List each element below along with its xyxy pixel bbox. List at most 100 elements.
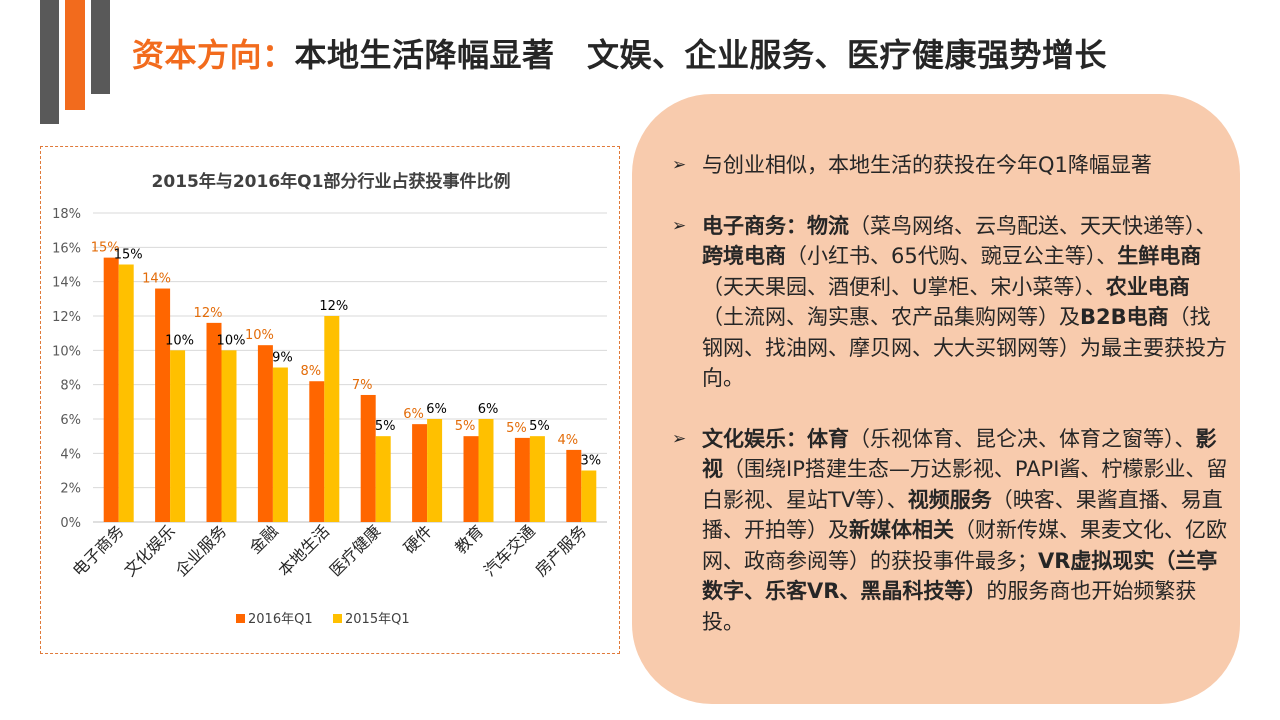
data-label: 6% bbox=[478, 402, 499, 417]
bar-2016q1 bbox=[566, 449, 582, 522]
legend-label: 2015年Q1 bbox=[345, 612, 410, 627]
y-tick-label: 4% bbox=[60, 447, 81, 462]
note-keyword: 生鲜电商 bbox=[1117, 244, 1202, 268]
bar-2016q1 bbox=[155, 288, 171, 522]
x-category-label: 文化娱乐 bbox=[120, 521, 179, 580]
note-text: （财新传媒、果麦文化、亿欧网、政商参阅等）的获投事件最多； bbox=[702, 518, 1227, 573]
arrow-bullet-icon: ➢ bbox=[672, 155, 687, 175]
bar-2015q1 bbox=[478, 419, 494, 522]
note-keyword: 跨境电商 bbox=[702, 244, 786, 268]
note-item: ➢ 文化娱乐：体育（乐视体育、昆仑决、体育之窗等）、影视（围绕IP搭建生态—万达影… bbox=[670, 424, 1230, 638]
data-label: 10% bbox=[217, 333, 246, 348]
data-label: 14% bbox=[142, 272, 171, 287]
bar-2016q1 bbox=[257, 345, 273, 522]
data-label: 5% bbox=[529, 419, 550, 434]
decor-bar-gray-left bbox=[40, 0, 59, 124]
bar-2016q1 bbox=[206, 322, 222, 522]
data-label: 9% bbox=[272, 351, 293, 366]
decor-bar-orange bbox=[65, 0, 85, 110]
y-tick-label: 14% bbox=[52, 276, 81, 291]
bar-2015q1 bbox=[375, 436, 391, 522]
arrow-bullet-icon: ➢ bbox=[672, 428, 687, 449]
page-title: 资本方向：本地生活降幅显著 文娱、企业服务、医疗健康强势增长 bbox=[132, 30, 1107, 76]
x-category-label: 本地生活 bbox=[274, 521, 333, 580]
y-tick-label: 16% bbox=[52, 241, 81, 256]
note-text: （围绕IP搭建生态—万达影视、PAPI酱、柠檬影业、留白影视、星站TV等）、 bbox=[702, 457, 1228, 512]
x-category-label: 房产服务 bbox=[531, 521, 590, 580]
data-label: 5% bbox=[455, 419, 476, 434]
bar-2016q1 bbox=[309, 381, 325, 522]
data-label: 6% bbox=[403, 407, 424, 422]
y-tick-label: 8% bbox=[60, 379, 81, 394]
chart-title: 2015年与2016年Q1部分行业占获投事件比例 bbox=[152, 171, 511, 192]
bar-2016q1 bbox=[412, 424, 428, 522]
bar-chart: 2015年与2016年Q1部分行业占获投事件比例0%2%4%6%8%10%12%… bbox=[52, 171, 607, 627]
bar-2016q1 bbox=[514, 437, 530, 522]
note-text: （映客、果酱直播、易直播、开拍等）及 bbox=[702, 487, 1223, 543]
y-tick-label: 10% bbox=[52, 344, 81, 359]
note-keyword: 新媒体相关 bbox=[849, 518, 954, 542]
x-category-label: 企业服务 bbox=[172, 521, 231, 580]
y-tick-label: 12% bbox=[52, 310, 81, 325]
data-label: 7% bbox=[352, 378, 373, 393]
notes-list: ➢ 与创业相似，本地生活的获投在今年Q1降幅显著 ➢ 电子商务：物流（菜鸟网络、云鸟配… bbox=[670, 150, 1230, 637]
note-text: （乐视体育、昆仑决、体育之窗等）、 bbox=[849, 426, 1196, 451]
chart-container: 2015年与2016年Q1部分行业占获投事件比例 0% 2% 4% 6% 8% 10% 12%… bbox=[40, 146, 620, 654]
bar-2016q1 bbox=[463, 436, 479, 522]
bar-2015q1 bbox=[427, 419, 443, 522]
data-label: 4% bbox=[557, 433, 578, 448]
x-category-label: 金融 bbox=[246, 521, 282, 557]
y-tick-label: 6% bbox=[60, 413, 81, 428]
note-item: ➢ 与创业相似，本地生活的获投在今年Q1降幅显著 bbox=[670, 150, 1230, 181]
x-category-label: 医疗健康 bbox=[326, 521, 385, 580]
x-category-label: 教育 bbox=[451, 521, 487, 557]
arrow-bullet-icon: ➢ bbox=[672, 215, 687, 236]
bar-2015q1 bbox=[324, 316, 340, 522]
note-text: （天天果园、酒便利、U掌柜、宋小菜等）、 bbox=[702, 274, 1106, 299]
note-text: （土流网、淘实惠、农产品集购网等）及 bbox=[702, 305, 1080, 329]
bar-2015q1 bbox=[221, 350, 237, 522]
note-keyword: 电子商务：物流 bbox=[702, 213, 849, 238]
data-label: 3% bbox=[580, 454, 601, 469]
data-label: 5% bbox=[506, 421, 527, 436]
note-keyword: 影视 bbox=[702, 426, 1217, 482]
data-label: 10% bbox=[245, 328, 274, 343]
bar-2016q1 bbox=[360, 394, 376, 522]
data-label: 15% bbox=[91, 241, 120, 256]
data-label: 8% bbox=[300, 364, 321, 379]
bar-2015q1 bbox=[118, 264, 134, 522]
data-label: 12% bbox=[194, 306, 223, 321]
data-label: 10% bbox=[165, 333, 194, 348]
y-tick-label: 2% bbox=[60, 482, 81, 497]
note-keyword: 农业电商 bbox=[1105, 274, 1190, 299]
notes-panel bbox=[632, 94, 1240, 704]
note-text: （找钢网、找油网、摩贝网、大大买钢网等）为最主要获投方向。 bbox=[702, 305, 1227, 390]
note-text: （小红书、65代购、豌豆公主等）、 bbox=[786, 244, 1118, 268]
data-label: 5% bbox=[375, 419, 396, 434]
note-text: 的服务商也开始频繁获投。 bbox=[702, 579, 1197, 634]
note-keyword: 文化娱乐：体育 bbox=[702, 426, 849, 451]
note-text: 与创业相似，本地生活的获投在今年Q1降幅显著 bbox=[702, 153, 1152, 177]
data-label: 6% bbox=[426, 402, 447, 417]
bar-2015q1 bbox=[581, 470, 597, 522]
decor-bar-gray-right bbox=[91, 0, 110, 94]
note-text: （菜鸟网络、云鸟配送、天天快递等）、 bbox=[849, 213, 1217, 238]
y-tick-label: 0% bbox=[60, 516, 81, 531]
bar-2015q1 bbox=[170, 350, 186, 522]
page-title-main: 本地生活降幅显著 文娱、企业服务、医疗健康强势增长 bbox=[294, 36, 1108, 74]
note-keyword: 视频服务 bbox=[907, 487, 992, 512]
x-category-label: 硬件 bbox=[400, 521, 436, 557]
bar-2016q1 bbox=[103, 257, 119, 522]
note-keyword: VR虚拟现实（兰亭数字、乐客VR、黑晶科技等） bbox=[702, 548, 1218, 604]
page-title-highlight: 资本方向： bbox=[132, 36, 295, 74]
legend-swatch bbox=[236, 614, 245, 623]
x-category-label: 汽车交通 bbox=[480, 521, 539, 580]
legend-label: 2016年Q1 bbox=[248, 612, 313, 627]
note-keyword: B2B电商 bbox=[1080, 305, 1169, 329]
bar-2015q1 bbox=[529, 436, 545, 522]
note-item: ➢ 电子商务：物流（菜鸟网络、云鸟配送、天天快递等）、跨境电商（小红书、65代购、… bbox=[670, 211, 1230, 394]
bar-2015q1 bbox=[272, 367, 288, 522]
legend-swatch bbox=[333, 614, 342, 623]
data-label: 15% bbox=[114, 248, 143, 263]
data-label: 12% bbox=[319, 299, 348, 314]
